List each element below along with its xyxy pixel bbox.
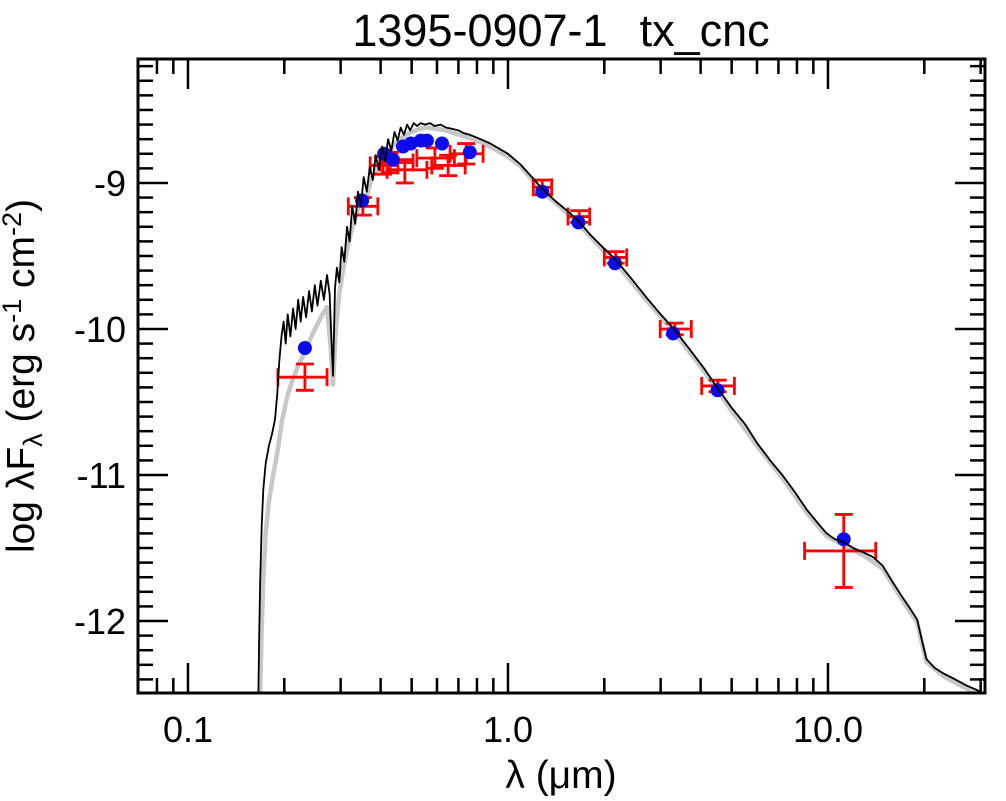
data-point [535, 184, 550, 199]
object-id: 1395-0907-1 [352, 5, 607, 56]
y-axis-label: log λFλ (erg s-1 cm-2) [0, 199, 48, 553]
photometry-layer [297, 133, 851, 547]
data-point [385, 152, 400, 167]
data-point [462, 145, 477, 160]
y-tick-label: -11 [77, 455, 126, 496]
object-name: tx_cnc [640, 5, 770, 56]
y-tick-label: -9 [94, 163, 126, 204]
model-curve-top-layer [257, 122, 985, 693]
x-tick-label: 10.0 [793, 709, 863, 750]
axes-frame-and-ticks [136, 57, 987, 695]
tick-labels: 0.1 1.0 10.0 -9 -10 -11 -12 [74, 163, 863, 750]
errorbar-cross [385, 158, 429, 185]
x-tick-label: 0.1 [163, 709, 213, 750]
data-point [419, 133, 434, 148]
plot-title: 1395-0907-1 tx_cnc [352, 5, 769, 56]
data-point [608, 256, 622, 271]
y-tick-label: -10 [74, 309, 126, 350]
data-point [836, 532, 851, 547]
y-tick-label: -12 [74, 601, 126, 642]
observed-photometry [297, 133, 851, 547]
errorbar-cross [803, 513, 878, 589]
x-axis-label: λ (μm) [505, 754, 616, 797]
data-point [297, 341, 312, 355]
data-point [435, 136, 449, 151]
plot-frame [136, 57, 987, 695]
data-point [666, 326, 681, 341]
axes-layer: 0.1 1.0 10.0 -9 -10 -11 -12 [74, 57, 987, 750]
x-tick-label: 1.0 [483, 709, 533, 750]
model-spectrum [257, 122, 985, 693]
